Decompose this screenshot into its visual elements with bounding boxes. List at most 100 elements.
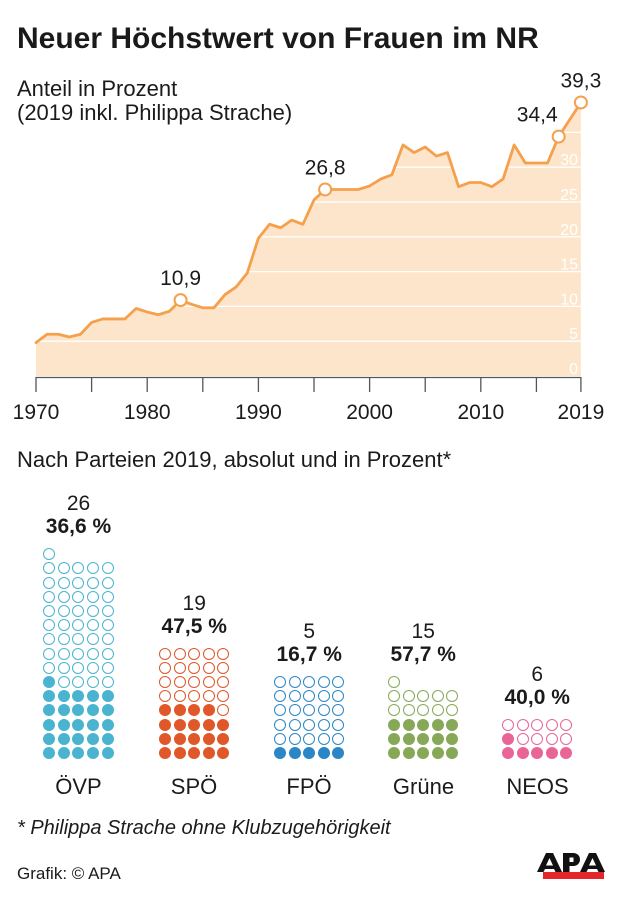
apa-logo-letters <box>537 853 605 872</box>
logo-letter-a-counter <box>589 858 596 866</box>
seat-dot-grid <box>388 676 459 759</box>
seat-dot-other <box>87 633 100 646</box>
seat-dot-women <box>101 732 114 745</box>
seat-dot-women <box>388 718 400 731</box>
seat-dot-other <box>72 605 85 617</box>
seat-dot-women <box>101 718 114 731</box>
seat-dot-other <box>531 732 544 745</box>
seat-dot-other <box>43 590 56 603</box>
seat-dot-other <box>101 647 114 660</box>
seat-dot-other <box>303 704 316 717</box>
seat-dot-other <box>202 690 215 703</box>
seat-dot-women <box>217 718 230 731</box>
seat-dot-other <box>431 704 444 717</box>
seat-dot-women <box>531 747 544 759</box>
logo-red-bar <box>543 872 604 879</box>
seat-dot-grid <box>274 676 345 759</box>
seat-dot-women <box>388 732 400 745</box>
seat-dot-women <box>188 718 201 731</box>
seat-dot-other <box>101 576 114 589</box>
party-label-oevp: ÖVP <box>55 774 102 800</box>
seat-dot-other <box>72 676 85 688</box>
seat-dot-women <box>43 676 56 688</box>
seat-dot-women <box>516 747 529 759</box>
seat-dot-other <box>57 590 70 603</box>
seat-dot-women <box>417 718 430 731</box>
y-tick-label: 10 <box>560 291 578 308</box>
seat-dot-other <box>332 676 345 688</box>
seat-dot-other <box>57 576 70 589</box>
seat-dot-women <box>502 747 514 759</box>
seat-dot-other <box>57 605 70 617</box>
seat-dot-other <box>288 718 301 731</box>
logo-letter-a-counter <box>546 858 553 866</box>
seat-dot-other <box>43 633 56 646</box>
seat-dot-other <box>57 661 70 674</box>
x-tick-label: 2000 <box>346 401 393 424</box>
seat-dot-other <box>57 647 70 660</box>
party-women-percent: 40,0 % <box>504 685 570 709</box>
seat-dot-other <box>159 647 171 660</box>
party-women-count: 15 <box>411 620 435 643</box>
seat-dot-other <box>217 704 230 717</box>
seat-dot-other <box>388 704 400 717</box>
seat-dot-women <box>303 747 316 759</box>
seat-dot-women <box>502 732 514 745</box>
seat-dot-women <box>288 747 301 759</box>
seat-dot-other <box>57 562 70 575</box>
seat-dot-women <box>332 747 345 759</box>
seat-dot-women <box>202 704 215 717</box>
party-column-oevp: 26 36,6 % <box>43 492 114 759</box>
seat-dot-women <box>173 732 186 745</box>
seat-dot-other <box>173 661 186 674</box>
seat-dot-other <box>202 676 215 688</box>
annotation-marker <box>318 182 333 197</box>
party-women-count: 26 <box>66 492 91 516</box>
seat-dot-other <box>531 718 544 731</box>
seat-dot-other <box>101 562 114 575</box>
seat-dot-other <box>72 562 85 575</box>
seat-dot-other <box>43 562 56 575</box>
y-tick-label: 20 <box>560 222 578 239</box>
seat-dot-other <box>288 732 301 745</box>
seat-dot-other <box>72 661 85 674</box>
seat-dot-other <box>402 690 415 703</box>
seat-dot-other <box>101 605 114 617</box>
seat-dot-other <box>431 690 444 703</box>
seat-dot-women <box>402 718 415 731</box>
seat-dot-other <box>43 661 56 674</box>
y-tick-label: 25 <box>560 187 578 204</box>
seat-dot-women <box>560 747 573 759</box>
seat-dot-other <box>159 661 171 674</box>
seat-dot-other <box>516 732 529 745</box>
seat-dot-other <box>303 690 316 703</box>
seat-dot-other <box>332 718 345 731</box>
seat-dot-other <box>43 576 56 589</box>
party-women-percent: 47,5 % <box>161 614 227 638</box>
seat-dot-other <box>72 590 85 603</box>
party-women-percent: 57,7 % <box>390 643 456 666</box>
seat-dot-other <box>173 647 186 660</box>
party-column-spoe: 19 47,5 % <box>159 592 230 759</box>
seat-dot-other <box>402 704 415 717</box>
seat-dot-other <box>332 732 345 745</box>
seat-dot-women <box>446 718 459 731</box>
seat-dot-other <box>57 676 70 688</box>
party-women-percent: 16,7 % <box>276 643 342 666</box>
seat-dot-women <box>57 704 70 717</box>
footnote: * Philippa Strache ohne Klubzugehörigkei… <box>17 817 391 839</box>
seat-dot-women <box>43 690 56 703</box>
seat-dot-other <box>560 718 573 731</box>
seat-dot-other <box>87 605 100 617</box>
seat-dot-women <box>446 747 459 759</box>
party-label-gruene: Grüne <box>392 774 455 800</box>
seat-dot-other <box>72 576 85 589</box>
seat-dot-women <box>43 704 56 717</box>
seat-dot-other <box>87 576 100 589</box>
seat-dot-other <box>72 619 85 632</box>
seat-dot-women <box>159 704 171 717</box>
seat-dot-other <box>87 562 100 575</box>
annotation-label: 39,3 <box>560 69 601 92</box>
seat-dot-other <box>101 619 114 632</box>
seat-dot-women <box>72 747 85 759</box>
